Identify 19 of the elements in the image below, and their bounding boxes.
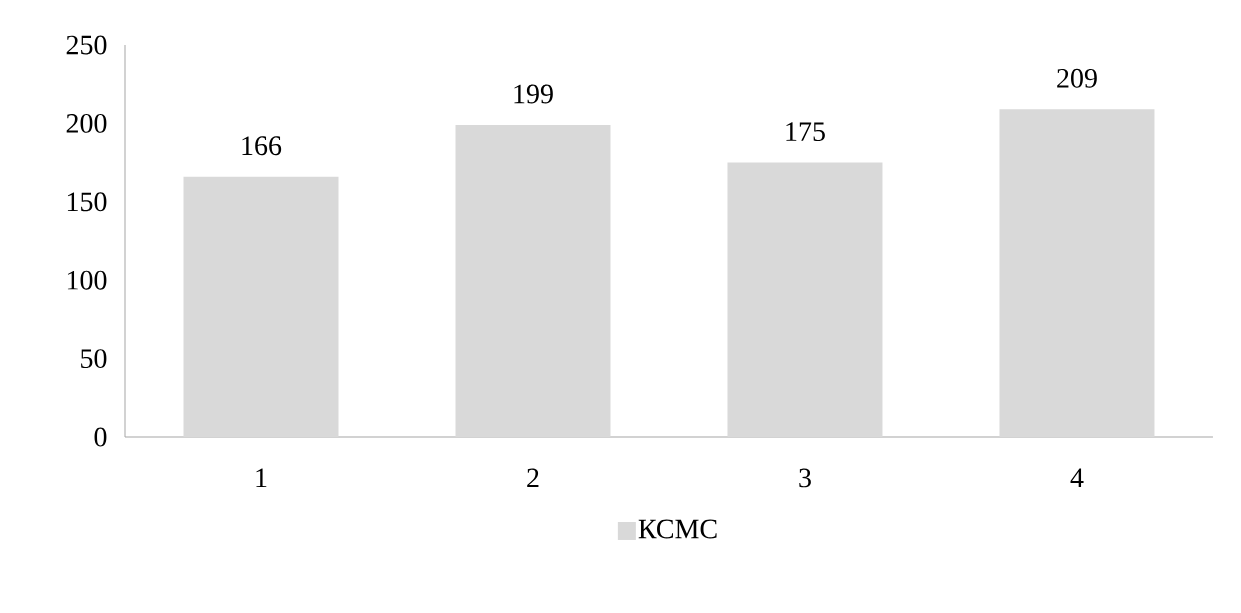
y-tick-label: 250: [66, 35, 107, 55]
x-tick-label: 1: [256, 468, 267, 488]
y-tick-label: 0: [94, 427, 107, 447]
data-label: 209: [1057, 68, 1097, 88]
legend-label: КСМС: [638, 519, 717, 539]
data-label: 175: [786, 122, 825, 142]
x-tick-label: 4: [1070, 468, 1084, 487]
y-tick-label: 50: [81, 349, 107, 369]
y-tick-label: 200: [66, 113, 107, 133]
bar: [183, 176, 339, 437]
data-label: 166: [242, 136, 282, 156]
y-tick-label: 150: [67, 192, 107, 212]
data-label: 199: [514, 84, 553, 104]
x-tick-label: 3: [799, 468, 811, 488]
bar: [999, 109, 1155, 437]
x-tick-label: 2: [527, 468, 539, 488]
bar: [455, 124, 611, 437]
bar: [727, 162, 883, 437]
y-tick-label: 100: [67, 270, 107, 290]
